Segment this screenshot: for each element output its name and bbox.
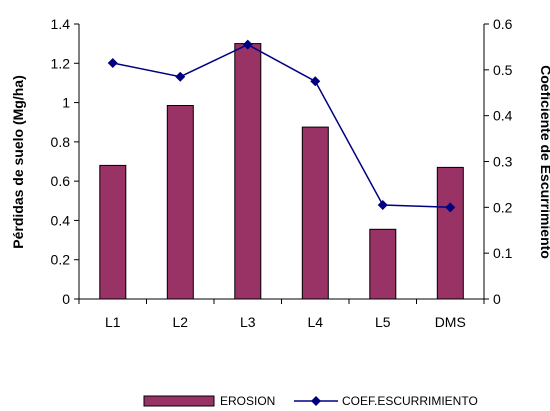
- line-series-coef-escurrimiento: [107, 39, 456, 213]
- line-point-dms: [445, 202, 456, 213]
- left-axis-tick-labels: 0 0.2 0.4 0.6 0.8 1 1.2 1.4: [51, 16, 71, 307]
- right-tick-label: 0.2: [493, 199, 513, 215]
- legend: EROSION COEF.ESCURRIMIENTO: [143, 394, 478, 408]
- right-axis-tick-labels: 0 0.1 0.2 0.3 0.4 0.5 0.6: [493, 16, 513, 307]
- bar-l1: [99, 164, 127, 300]
- right-tick-label: 0.4: [493, 108, 513, 124]
- left-tick-label: 0.8: [51, 134, 71, 150]
- line-path: [112, 43, 451, 209]
- left-tick-label: 1: [62, 95, 70, 111]
- bar-dms: [436, 166, 464, 300]
- left-axis-title: Pérdidas de suelo (Mg/ha): [10, 75, 26, 248]
- right-tick-label: 0: [493, 291, 501, 307]
- line-point-l3: [242, 39, 253, 50]
- x-tick-label-l2: L2: [172, 314, 188, 330]
- bar-l5: [369, 228, 397, 300]
- right-tick-label: 0.3: [493, 154, 513, 170]
- bar-l4: [301, 126, 329, 300]
- bar-l3: [234, 43, 262, 300]
- left-tick-label: 0.6: [51, 173, 71, 189]
- legend-label-coef: COEF.ESCURRIMIENTO: [342, 394, 478, 408]
- x-axis-tick-labels: L1 L2 L3 L4 L5 DMS: [105, 314, 466, 330]
- left-tick-label: 0.2: [51, 252, 71, 268]
- bar-l2: [166, 105, 194, 300]
- legend-swatch-erosion: [143, 395, 215, 407]
- x-tick-label-l4: L4: [307, 314, 323, 330]
- right-tick-label: 0.6: [493, 16, 513, 32]
- bar-series-erosion: [99, 43, 464, 300]
- x-tick-label-l1: L1: [105, 314, 121, 330]
- legend-marker-coef: [311, 396, 321, 406]
- line-point-l2: [175, 71, 186, 82]
- right-tick-label: 0.5: [493, 62, 513, 78]
- x-tick-label-l3: L3: [240, 314, 256, 330]
- x-tick-label-l5: L5: [375, 314, 391, 330]
- left-tick-label: 1.2: [51, 55, 71, 71]
- line-point-l5: [377, 200, 388, 211]
- right-axis-title: Coeficiente de Escurrimiento: [538, 65, 550, 259]
- line-point-l1: [107, 57, 118, 68]
- legend-label-erosion: EROSION: [220, 394, 275, 408]
- left-tick-label: 0: [62, 291, 70, 307]
- line-point-l4: [310, 76, 321, 87]
- left-tick-label: 1.4: [51, 16, 71, 32]
- right-tick-label: 0.1: [493, 245, 513, 261]
- x-tick-label-dms: DMS: [435, 314, 466, 330]
- left-tick-label: 0.4: [51, 212, 71, 228]
- axes: [74, 23, 489, 304]
